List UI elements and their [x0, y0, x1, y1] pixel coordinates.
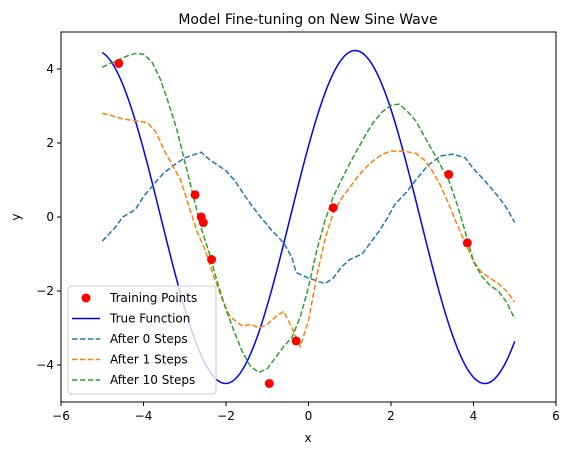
series-line-after-1-steps: [102, 112, 516, 349]
y-tick-label: 4: [46, 62, 54, 76]
legend: Training Points True Function After 0 Step…: [67, 285, 217, 395]
y-axis: −4 −2 0 2 4: [36, 62, 61, 372]
x-tick-label: 6: [552, 409, 560, 423]
legend-label-after-1-steps: After 1 Steps: [110, 353, 188, 367]
x-tick-label: 2: [387, 409, 395, 423]
training-point: [444, 169, 454, 179]
legend-label-true-function: True Function: [109, 312, 190, 326]
plot-area: [101, 49, 516, 388]
series-line-true-function: [101, 49, 516, 385]
x-tick-label: −4: [135, 409, 153, 423]
y-axis-label: y: [9, 213, 23, 220]
training-point: [198, 218, 208, 228]
x-tick-label: −6: [52, 409, 70, 423]
legend-label-after-10-steps: After 10 Steps: [110, 373, 195, 387]
y-tick-label: 0: [46, 210, 54, 224]
y-tick-label: −2: [36, 284, 54, 298]
training-point: [190, 190, 200, 200]
x-tick-label: 0: [305, 409, 313, 423]
legend-label-training-points: Training Points: [109, 291, 197, 305]
x-tick-label: 4: [470, 409, 478, 423]
training-point: [328, 203, 338, 213]
training-point: [264, 379, 274, 388]
training-point: [462, 238, 472, 248]
x-axis-label: x: [304, 431, 311, 445]
chart-title: Model Fine-tuning on New Sine Wave: [178, 12, 437, 28]
y-tick-label: −4: [36, 358, 54, 372]
training-point: [207, 255, 217, 265]
legend-marker-training-points: [81, 293, 91, 303]
y-tick-label: 2: [46, 136, 54, 150]
x-tick-label: −2: [217, 409, 235, 423]
legend-box: [67, 285, 217, 395]
training-point: [291, 336, 301, 346]
x-axis: −6 −4 −2 0 2 4 6: [52, 402, 560, 423]
series-line-after-0-steps: [101, 151, 516, 285]
training-point: [114, 58, 124, 68]
legend-label-after-0-steps: After 0 Steps: [110, 332, 188, 346]
